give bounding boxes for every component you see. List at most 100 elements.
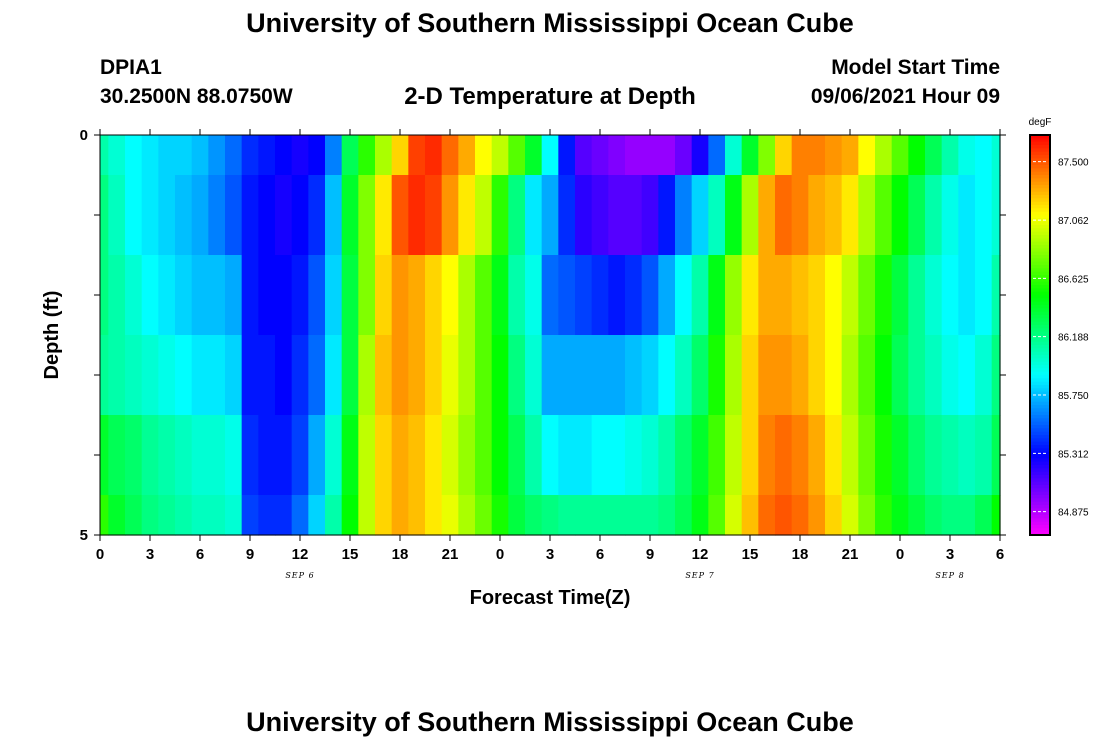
colorbar-swatch (1030, 168, 1050, 173)
heatmap-cell (908, 135, 926, 176)
heatmap-cell (191, 415, 209, 496)
heatmap-cell (775, 175, 793, 256)
heatmap-cell (458, 415, 476, 496)
heatmap-cell (358, 495, 376, 536)
heatmap-cell (208, 415, 226, 496)
colorbar-swatch (1030, 385, 1050, 389)
heatmap-cell (558, 175, 576, 256)
heatmap-cell (608, 495, 626, 536)
colorbar-swatch (1030, 435, 1050, 439)
colorbar-swatch (1030, 515, 1050, 519)
heatmap-cell (391, 175, 409, 256)
heatmap-cell (525, 415, 543, 496)
heatmap-cell (925, 135, 943, 176)
heatmap-cell (208, 135, 226, 176)
heatmap-cell (575, 255, 593, 336)
heatmap-cell (975, 135, 993, 176)
heatmap-cell (758, 175, 776, 256)
heatmap-cell (258, 255, 276, 336)
heatmap-cell (708, 335, 726, 416)
colorbar-swatch (1030, 235, 1050, 239)
heatmap-cell (758, 415, 776, 496)
colorbar-swatch (1030, 201, 1050, 206)
heatmap-cell (141, 335, 159, 416)
colorbar-swatch (1030, 345, 1050, 349)
heatmap-cell (891, 335, 909, 416)
heatmap-cell (508, 255, 526, 336)
heatmap-cell (358, 175, 376, 256)
heatmap-cell (141, 495, 159, 536)
x-tick-label: 0 (496, 546, 504, 563)
heatmap-cell (425, 255, 443, 336)
heatmap-cell (375, 335, 393, 416)
colorbar-swatch (1030, 285, 1050, 289)
heatmap-cell (858, 495, 876, 536)
heatmap-cell (375, 255, 393, 336)
heatmap-cell (841, 335, 859, 416)
colorbar-swatch (1030, 135, 1050, 139)
heatmap-cell (575, 495, 593, 536)
heatmap-cell (991, 135, 1001, 176)
colorbar-swatch (1030, 531, 1050, 536)
heatmap-cell (958, 335, 976, 416)
heatmap-cell (858, 335, 876, 416)
colorbar-swatch (1030, 405, 1050, 409)
heatmap-cell (625, 415, 643, 496)
heatmap-cell (808, 255, 826, 336)
heatmap-cell (675, 255, 693, 336)
heatmap-cell (441, 255, 459, 336)
colorbar-swatch (1030, 288, 1050, 293)
colorbar-swatch (1030, 415, 1050, 419)
colorbar-swatch (1030, 248, 1050, 253)
colorbar-swatch (1030, 495, 1050, 499)
heatmap-cell (575, 335, 593, 416)
heatmap-cell (341, 255, 359, 336)
colorbar-swatch (1030, 378, 1050, 383)
heatmap-cell (291, 255, 309, 336)
heatmap-cell (275, 135, 293, 176)
heatmap-cell (525, 175, 543, 256)
footer-title: University of Southern Mississippi Ocean… (246, 707, 854, 737)
colorbar-swatch (1030, 275, 1050, 279)
colorbar-swatch (1030, 305, 1050, 309)
heatmap-cell (591, 495, 609, 536)
heatmap-cell (225, 135, 243, 176)
colorbar-swatch (1030, 365, 1050, 369)
heatmap-cell (925, 255, 943, 336)
heatmap-cell (291, 415, 309, 496)
x-tick-label: 18 (392, 546, 409, 563)
colorbar-swatch (1030, 198, 1050, 203)
colorbar-swatch (1030, 328, 1050, 333)
colorbar-swatch (1030, 251, 1050, 256)
colorbar-swatch (1030, 428, 1050, 433)
colorbar-swatch (1030, 525, 1050, 529)
heatmap-cell (275, 495, 293, 536)
heatmap-cell (925, 175, 943, 256)
colorbar-swatch (1030, 258, 1050, 263)
heatmap-cell (491, 415, 509, 496)
colorbar-swatch (1030, 338, 1050, 343)
heatmap-cell (308, 135, 326, 176)
colorbar-swatch (1030, 471, 1050, 476)
heatmap-cell (691, 335, 709, 416)
heatmap-cell (275, 335, 293, 416)
heatmap-cell (191, 495, 209, 536)
heatmap-cell (691, 175, 709, 256)
colorbar-swatch (1030, 318, 1050, 323)
heatmap-cell (100, 415, 109, 496)
colorbar-swatch (1030, 165, 1050, 169)
heatmap-cell (358, 255, 376, 336)
colorbar-swatch (1030, 138, 1050, 143)
colorbar-swatch (1030, 498, 1050, 503)
heatmap-cell (158, 135, 176, 176)
heatmap-cell (958, 415, 976, 496)
colorbar-swatch (1030, 278, 1050, 283)
heatmap-cell (275, 415, 293, 496)
colorbar-swatch (1030, 148, 1050, 153)
heatmap-cell (458, 255, 476, 336)
colorbar-swatch (1030, 161, 1050, 166)
heatmap-cell (758, 495, 776, 536)
heatmap-cell (191, 255, 209, 336)
heatmap-cell (258, 335, 276, 416)
